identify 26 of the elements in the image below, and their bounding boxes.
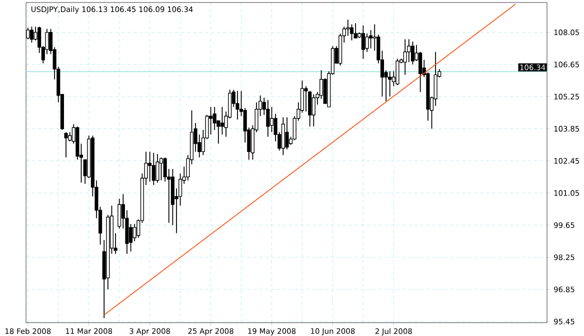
candlestick [64,132,68,158]
candlestick [152,152,156,186]
candlestick [361,25,365,60]
candlestick [118,198,122,230]
candlestick [396,58,400,86]
candlestick [285,116,289,150]
candlestick [266,100,270,138]
candlestick [403,38,407,76]
candlestick [209,106,213,135]
candlestick [312,94,316,127]
candlestick [410,41,414,65]
candlestick [30,26,34,44]
candlestick [159,156,164,181]
candlestick [132,224,136,242]
candlestick [270,106,274,133]
candlestick [354,22,358,39]
candlestick [304,86,308,112]
candlestick [212,106,216,130]
candlestick [350,24,354,41]
candlestick [220,106,224,135]
candlestick [236,90,240,120]
candlestick [156,154,160,184]
candlestick [148,151,152,182]
candlestick [365,33,369,52]
candlestick [308,90,312,127]
candlestick [388,70,392,98]
